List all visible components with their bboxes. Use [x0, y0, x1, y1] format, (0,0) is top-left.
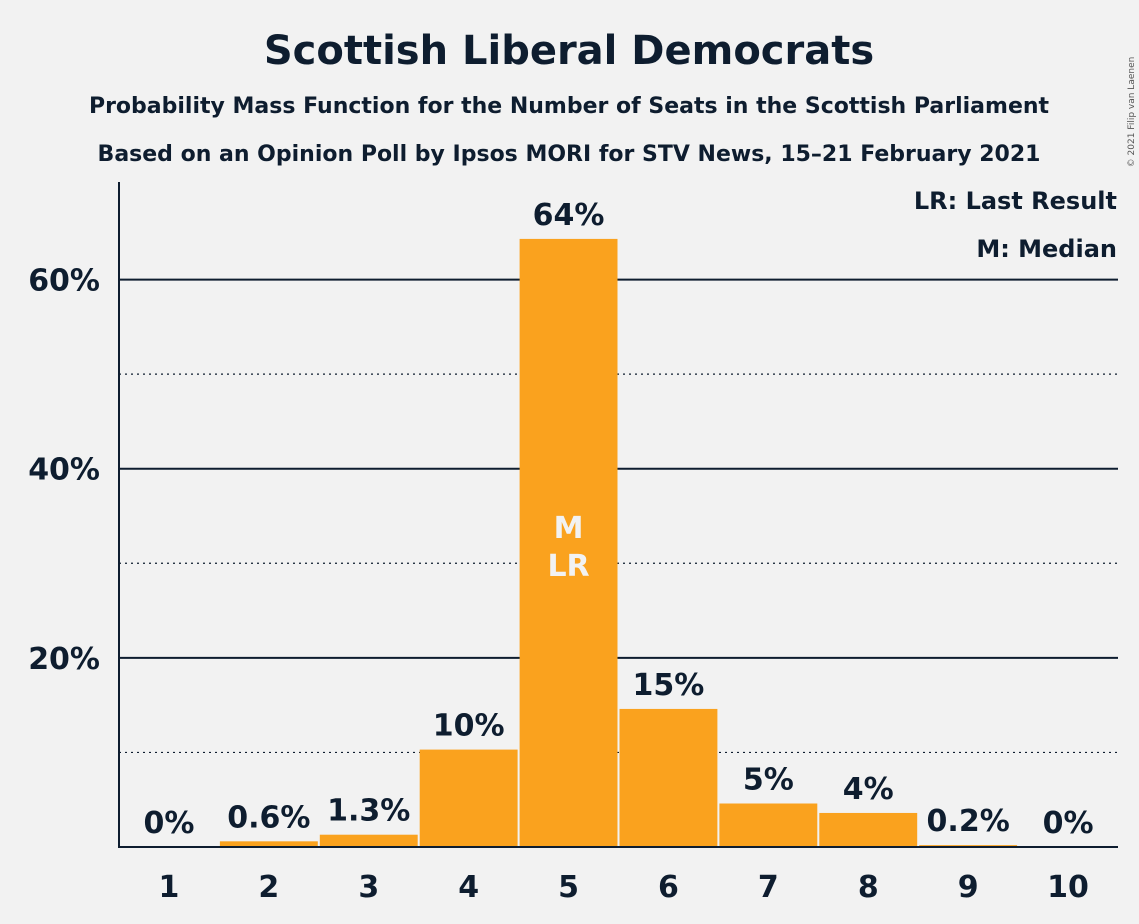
x-tick-label-5: 5: [558, 870, 579, 905]
legend-last-result: LR: Last Result: [914, 187, 1117, 215]
x-tick-label-7: 7: [758, 870, 779, 905]
data-label-seats-3: 1.3%: [327, 794, 410, 829]
copyright-notice: © 2021 Filip van Laenen: [1127, 57, 1137, 168]
y-tick-label: 60%: [28, 264, 100, 299]
data-label-seats-8: 4%: [843, 772, 894, 807]
bar-seats-6: [619, 708, 718, 847]
chart-title: Scottish Liberal Democrats: [264, 28, 874, 74]
x-tick-label-8: 8: [858, 870, 879, 905]
y-tick-label: 40%: [28, 453, 100, 488]
bars: [219, 238, 1018, 848]
x-tick-label-10: 10: [1047, 870, 1089, 905]
bar-seats-8: [819, 812, 918, 847]
y-tick-label: 20%: [28, 642, 100, 677]
data-label-seats-5: 64%: [533, 198, 605, 233]
legend-median: M: Median: [976, 235, 1117, 263]
data-label-seats-4: 10%: [433, 709, 505, 744]
axes: 20% 40% 60% 1 2 3 4 5 6 7 8 9 10: [28, 182, 1118, 905]
data-label-seats-2: 0.6%: [227, 800, 310, 835]
last-result-marker: LR: [547, 549, 589, 584]
bar-seats-2: [219, 841, 318, 847]
bar-seats-4: [419, 749, 518, 847]
bar-seats-3: [319, 834, 418, 847]
data-labels: 0% 0.6% 1.3% 10% 64% 15% 5% 4% 0.2% 0% MLR: [143, 198, 1093, 841]
x-tick-label-4: 4: [458, 870, 479, 905]
gridlines: [119, 278, 1118, 754]
bar-seats-5: [519, 238, 618, 848]
chart-subtitle-source: Based on an Opinion Poll by Ipsos MORI f…: [98, 142, 1041, 167]
data-label-seats-6: 15%: [633, 668, 705, 703]
x-tick-label-1: 1: [159, 870, 180, 905]
data-label-seats-1: 0%: [143, 806, 194, 841]
x-tick-label-9: 9: [958, 870, 979, 905]
chart-subtitle: Probability Mass Function for the Number…: [89, 94, 1050, 119]
x-tick-label-3: 3: [358, 870, 379, 905]
data-label-seats-9: 0.2%: [927, 804, 1010, 839]
data-label-seats-10: 0%: [1043, 806, 1094, 841]
x-tick-label-2: 2: [258, 870, 279, 905]
data-label-seats-7: 5%: [743, 762, 794, 797]
bar-seats-7: [719, 803, 818, 847]
x-tick-label-6: 6: [658, 870, 679, 905]
median-marker: M: [554, 511, 584, 546]
